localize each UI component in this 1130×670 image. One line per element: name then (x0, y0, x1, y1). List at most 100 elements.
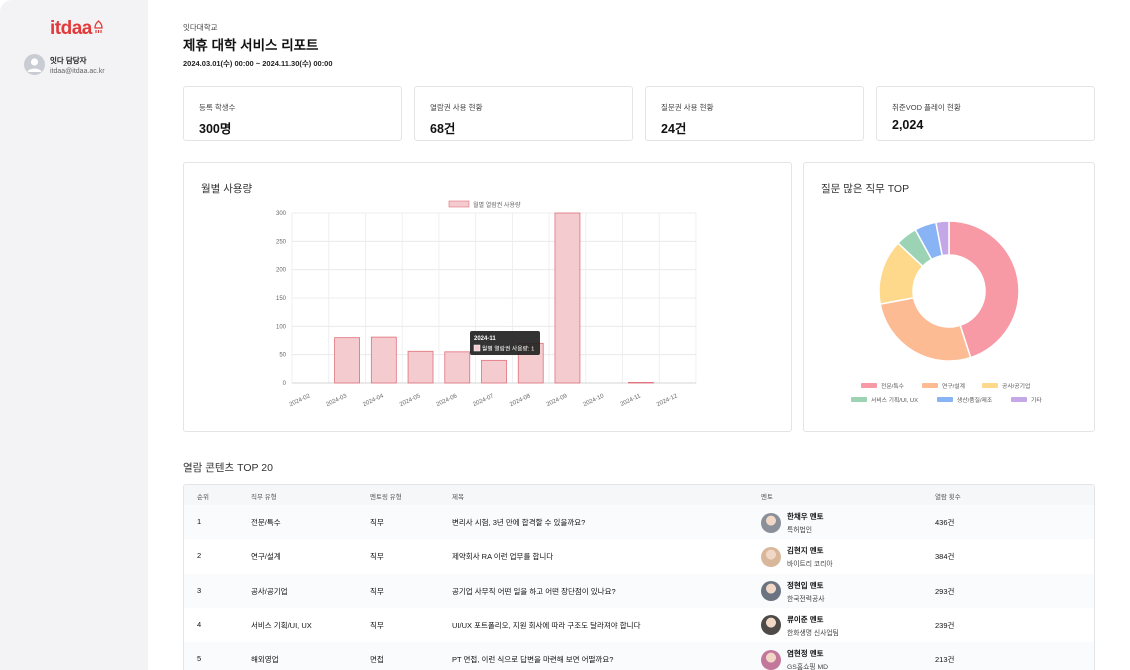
x-tick-label: 2024-04 (362, 393, 385, 408)
header-job: 직무 유형 (251, 494, 277, 501)
legend-swatch (851, 397, 867, 402)
content-title-cell: 제약회사 RA 이런 업무를 합니다 (452, 552, 554, 562)
monthly-usage-card: 월별 사용량 0 50 100 150 200 250 300 2024-02 2024-03 2… (183, 162, 792, 432)
table-body: 1 전문/특수 직무 변리사 시험, 3년 만에 합격할 수 있을까요? 436건 한채우… (184, 505, 1094, 670)
mentor-cell: 염현정 멘토 GS홈쇼핑 MD (761, 648, 828, 670)
view-count-cell: 293건 (935, 586, 955, 596)
job-cell: 해외영업 (251, 655, 279, 665)
legend-label: 기타 (1031, 398, 1042, 404)
mentor-cell: 류이준 멘토 한화생명 신사업팀 (761, 614, 839, 637)
table-row[interactable]: 3 공사/공기업 직무 공기업 사무직 어떤 일을 하고 어떤 장단점이 있나요? 29… (184, 573, 1094, 608)
view-count-cell: 213건 (935, 655, 955, 665)
legend-label: 전문/특수 (881, 384, 904, 390)
stat-card-view-passes: 열람권 사용 현황 68건 (414, 86, 633, 141)
view-count-cell: 239건 (935, 620, 955, 630)
table-row[interactable]: 2 연구/설계 직무 제약회사 RA 이런 업무를 합니다 384건 김현지 멘토 바이트리… (184, 539, 1094, 573)
legend-swatch (861, 383, 877, 388)
mentor-org: 한국전력공사 (787, 595, 825, 603)
mentoring-type-cell: 직무 (370, 620, 384, 630)
x-tick-label: 2024-09 (546, 393, 569, 408)
user-name: 잇다 담당자 (50, 55, 87, 65)
mentoring-type-cell: 직무 (370, 518, 384, 527)
job-cell: 공사/공기업 (251, 586, 288, 596)
legend-label: 생산/품질/제조 (957, 398, 993, 404)
legend-label: 서비스 기획/UI, UX (871, 398, 918, 404)
bar (407, 350, 434, 384)
header-rank: 순위 (197, 494, 209, 501)
header-mentoring-type: 멘토링 유형 (370, 494, 402, 501)
rank-cell: 4 (197, 619, 202, 629)
mentoring-type-cell: 직무 (370, 552, 384, 562)
chart-tooltip (470, 331, 540, 355)
stat-card-students: 등록 학생수 300명 (183, 86, 402, 141)
content-title-cell: PT 면접, 이런 식으로 답변을 마련해 보면 어떨까요? (452, 655, 614, 665)
itdaa-logo[interactable]: itdaa (50, 18, 104, 40)
donut-slice (948, 220, 1020, 359)
stat-value: 68건 (430, 122, 456, 136)
stat-value: 24건 (661, 122, 687, 136)
tooltip-body: 월별 열람권 사용량: 1 (482, 345, 534, 353)
content-title-cell: 공기업 사무직 어떤 일을 하고 어떤 장단점이 있나요? (452, 586, 616, 596)
legend-label: 공사/공기업 (1002, 384, 1031, 390)
legend-item[interactable]: 서비스 기획/UI, UX (851, 395, 918, 404)
legend-item[interactable]: 연구/설계 (922, 381, 965, 390)
stat-label: 열람권 사용 현황 (430, 103, 483, 112)
bar (481, 359, 507, 384)
y-tick-label: 150 (276, 296, 287, 302)
table-row[interactable]: 1 전문/특수 직무 변리사 시험, 3년 만에 합격할 수 있을까요? 436건 한채우… (184, 505, 1094, 540)
user-profile[interactable]: 잇다 담당자 itdaa@itdaa.ac.kr (24, 54, 105, 75)
rank-cell: 3 (197, 585, 202, 595)
rank-cell: 2 (197, 551, 202, 561)
job-cell: 전문/특수 (251, 518, 281, 527)
mentor-avatar (761, 581, 781, 602)
legend-item[interactable]: 기타 (1011, 395, 1042, 404)
mentor-name: 류이준 멘토 (787, 614, 824, 624)
x-tick-label: 2024-05 (399, 393, 422, 408)
mentor-avatar (761, 615, 781, 636)
job-top-donut-chart[interactable] (804, 208, 1094, 408)
legend-swatch (922, 383, 938, 388)
header-title: 제목 (452, 494, 464, 501)
y-tick-label: 0 (283, 381, 287, 387)
tooltip-swatch (473, 344, 481, 352)
y-tick-label: 250 (276, 239, 287, 245)
logo-text: itdaa (50, 18, 92, 39)
stat-card-question-passes: 질문권 사용 현황 24건 (645, 86, 864, 141)
legend-label: 연구/설계 (942, 384, 965, 390)
school-name: 잇다대학교 (183, 23, 218, 32)
mentor-name: 김현지 멘토 (787, 546, 824, 556)
mentor-name: 정현입 멘토 (787, 580, 824, 590)
stat-value: 300명 (199, 122, 232, 136)
legend-item[interactable]: 공사/공기업 (982, 381, 1030, 390)
table-row[interactable]: 4 서비스 기획/UI, UX 직무 UI/UX 포트폴리오, 지원 회사에 따라 구… (184, 608, 1094, 642)
top20-table: 순위 직무 유형 멘토링 유형 제목 멘토 열람 횟수 1 전문/특수 직무 변리사 … (183, 484, 1095, 670)
mentor-avatar (761, 512, 781, 533)
job-top-title: 질문 많은 직무 TOP (821, 183, 910, 195)
y-tick-label: 300 (276, 211, 287, 217)
bar (334, 337, 360, 384)
table-header: 순위 직무 유형 멘토링 유형 제목 멘토 열람 횟수 (184, 485, 1094, 505)
y-tick-label: 50 (279, 353, 286, 359)
legend-item[interactable]: 전문/특수 (861, 381, 904, 390)
mentor-org: GS홈쇼핑 MD (787, 664, 829, 670)
x-tick-label: 2024-06 (436, 393, 459, 408)
mentor-cell: 김현지 멘토 바이트리 코리아 (761, 545, 833, 568)
view-count-cell: 384건 (935, 552, 955, 562)
stat-label: 취준VOD 플레이 현황 (892, 103, 961, 112)
header-view-count: 열람 횟수 (935, 494, 961, 501)
bar (370, 336, 397, 384)
tooltip-title: 2024-11 (474, 336, 496, 342)
stat-label: 질문권 사용 현황 (661, 103, 714, 112)
legend-item[interactable]: 생산/품질/제조 (937, 395, 992, 404)
legend-swatch (448, 200, 470, 208)
table-row[interactable]: 5 해외영업 면접 PT 면접, 이런 식으로 답변을 마련해 보면 어떨까요? 213… (184, 642, 1094, 670)
user-email: itdaa@itdaa.ac.kr (50, 67, 105, 75)
mentor-org: 특허법인 (787, 527, 813, 534)
sidebar: itdaa 잇다 담당자 itdaa@itdaa.ac.kr (0, 0, 148, 670)
monthly-usage-chart[interactable]: 0 50 100 150 200 250 300 2024-02 2024-03 2024-04 2… (184, 163, 791, 431)
y-tick-label: 200 (276, 268, 287, 274)
job-cell: 서비스 기획/UI, UX (251, 620, 312, 630)
donut-slice (935, 220, 950, 257)
